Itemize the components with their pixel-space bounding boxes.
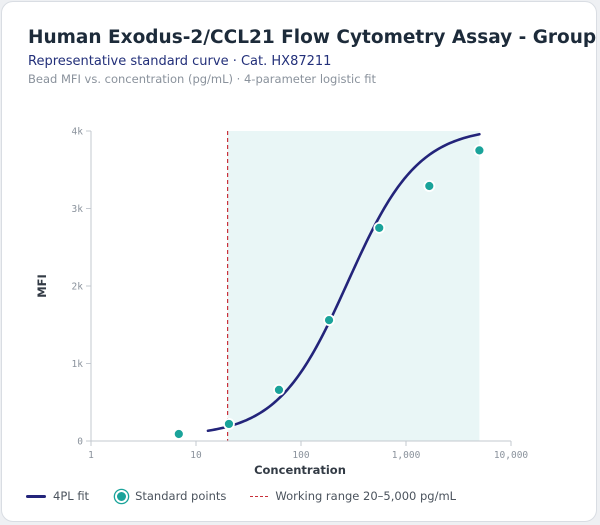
standard-point	[323, 314, 335, 327]
standard-point	[223, 418, 235, 430]
standard-point	[373, 221, 386, 234]
x-tick-label: 10	[190, 450, 202, 461]
legend-item-range: Working range 20–5,000 pg/mL	[250, 489, 456, 503]
standard-point	[172, 428, 185, 440]
legend-item-fit: 4PL fit	[26, 489, 89, 503]
standard-point	[273, 383, 285, 396]
y-tick-label: 0	[77, 437, 83, 448]
legend-range-label: Working range 20–5,000 pg/mL	[275, 489, 457, 503]
y-tick-label: 3k	[72, 204, 84, 215]
y-tick-label: 1k	[72, 359, 84, 370]
standard-point	[473, 144, 486, 157]
y-tick-label: 4k	[72, 127, 84, 138]
legend-fit-label: 4PL fit	[53, 489, 90, 503]
y-tick-label: 2k	[72, 282, 84, 293]
x-tick-label: 10,000	[494, 450, 529, 461]
legend-points-swatch	[115, 489, 129, 503]
legend-points-label: Standard points	[135, 489, 227, 503]
legend-range-swatch	[250, 495, 269, 497]
x-tick-label: 100	[292, 450, 309, 461]
working-range-band	[227, 131, 480, 441]
standard-point	[423, 180, 436, 192]
y-axis-title: MFI	[35, 274, 49, 298]
x-tick-label: 1	[88, 450, 94, 461]
chart-subtitle: Representative standard curve · Cat. HX8…	[28, 54, 332, 69]
x-tick-label: 1,000	[392, 450, 421, 461]
chart-title: Human Exodus-2/CCL21 Flow Cytometry Assa…	[28, 27, 600, 48]
legend: 4PL fit Standard points Working range 20…	[26, 488, 480, 504]
axes-layer: 0 1k 2k 3k 4k 1 10 100 1,000 10,000	[72, 127, 529, 462]
fit-curve	[206, 132, 481, 433]
fit-layer	[206, 132, 481, 433]
x-axis-title: Concentration	[254, 463, 346, 477]
working-range-layer	[227, 131, 480, 441]
points-layer	[172, 144, 486, 440]
legend-item-points: Standard points	[113, 489, 226, 503]
chart-note: Bead MFI vs. concentration (pg/mL) · 4-p…	[28, 72, 376, 86]
legend-fit-swatch	[26, 494, 46, 498]
